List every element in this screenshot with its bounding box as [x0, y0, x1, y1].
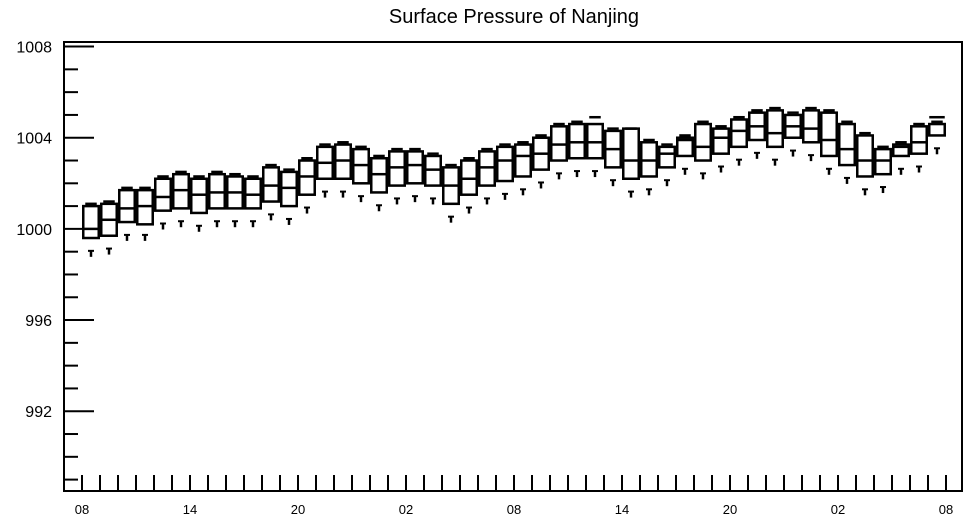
box-item — [334, 141, 352, 198]
box-body — [514, 143, 532, 178]
box-body — [676, 136, 694, 158]
box-body — [82, 204, 100, 240]
box-item — [748, 109, 766, 159]
box-series — [82, 106, 946, 257]
box-item — [712, 125, 730, 173]
box-item — [532, 134, 550, 189]
box-item — [550, 122, 568, 180]
box-body — [928, 122, 946, 137]
box-item — [370, 154, 388, 212]
box-item — [262, 163, 280, 221]
box-item — [316, 143, 334, 198]
box-item — [478, 147, 496, 205]
box-item — [172, 170, 190, 228]
x-tick-label: 08 — [75, 502, 89, 517]
box-body — [658, 145, 676, 169]
box-item — [622, 127, 640, 198]
x-tick-label: 08 — [939, 502, 953, 517]
box-item — [892, 141, 910, 175]
box-item — [388, 147, 406, 205]
y-tick-label: 1004 — [16, 131, 52, 148]
box-item — [820, 109, 838, 175]
box-item — [856, 131, 874, 196]
box-body — [802, 109, 820, 144]
x-tick-label: 20 — [723, 502, 737, 517]
x-tick-label: 08 — [507, 502, 521, 517]
box-item — [352, 145, 370, 203]
box-item — [640, 138, 658, 196]
box-body — [730, 118, 748, 149]
box-body — [712, 127, 730, 155]
box-item — [604, 127, 622, 187]
box-item — [730, 115, 748, 166]
y-tick-label: 996 — [25, 313, 52, 330]
y-axis: 992 996 1000 1004 1008 — [16, 40, 94, 481]
box-item — [928, 115, 946, 155]
box-item — [586, 115, 604, 178]
box-body — [892, 143, 910, 158]
box-item — [784, 111, 802, 157]
x-axis: 08 14 20 02 08 14 20 02 08 — [75, 475, 953, 517]
chart-title: Surface Pressure of Nanjing — [389, 6, 639, 28]
box-body — [622, 127, 640, 181]
box-item — [658, 143, 676, 187]
box-item — [676, 134, 694, 175]
box-item — [802, 106, 820, 162]
box-body — [118, 188, 136, 224]
box-body — [910, 125, 928, 155]
box-body — [154, 177, 172, 212]
box-item — [406, 147, 424, 203]
box-item — [298, 156, 316, 214]
box-item — [766, 106, 784, 166]
box-body — [856, 134, 874, 178]
x-tick-label: 20 — [291, 502, 305, 517]
box-item — [460, 156, 478, 214]
x-tick-label: 02 — [399, 502, 413, 517]
box-item — [190, 175, 208, 232]
box-item — [280, 168, 298, 225]
box-item — [100, 200, 118, 255]
box-body — [838, 122, 856, 167]
y-tick-label: 992 — [25, 404, 52, 421]
box-item — [568, 120, 586, 178]
box-item — [694, 120, 712, 180]
box-item — [244, 175, 262, 228]
box-body — [694, 122, 712, 162]
box-body — [496, 145, 514, 183]
box-item — [424, 152, 442, 205]
box-body — [766, 109, 784, 149]
box-item — [838, 120, 856, 184]
x-tick-label: 14 — [615, 502, 629, 517]
box-body — [820, 111, 838, 158]
y-tick-label: 1008 — [16, 40, 52, 57]
box-item — [154, 175, 172, 230]
box-item — [874, 145, 892, 194]
box-item — [514, 141, 532, 196]
box-item — [442, 163, 460, 223]
x-tick-label: 02 — [831, 502, 845, 517]
y-tick-label: 1000 — [16, 222, 52, 239]
box-item — [136, 186, 154, 241]
box-item — [496, 143, 514, 200]
box-item — [910, 122, 928, 173]
x-tick-label: 14 — [183, 502, 197, 517]
box-item — [82, 202, 100, 257]
box-item — [208, 170, 226, 228]
box-item — [226, 172, 244, 228]
box-item — [118, 186, 136, 241]
box-body — [406, 150, 424, 185]
